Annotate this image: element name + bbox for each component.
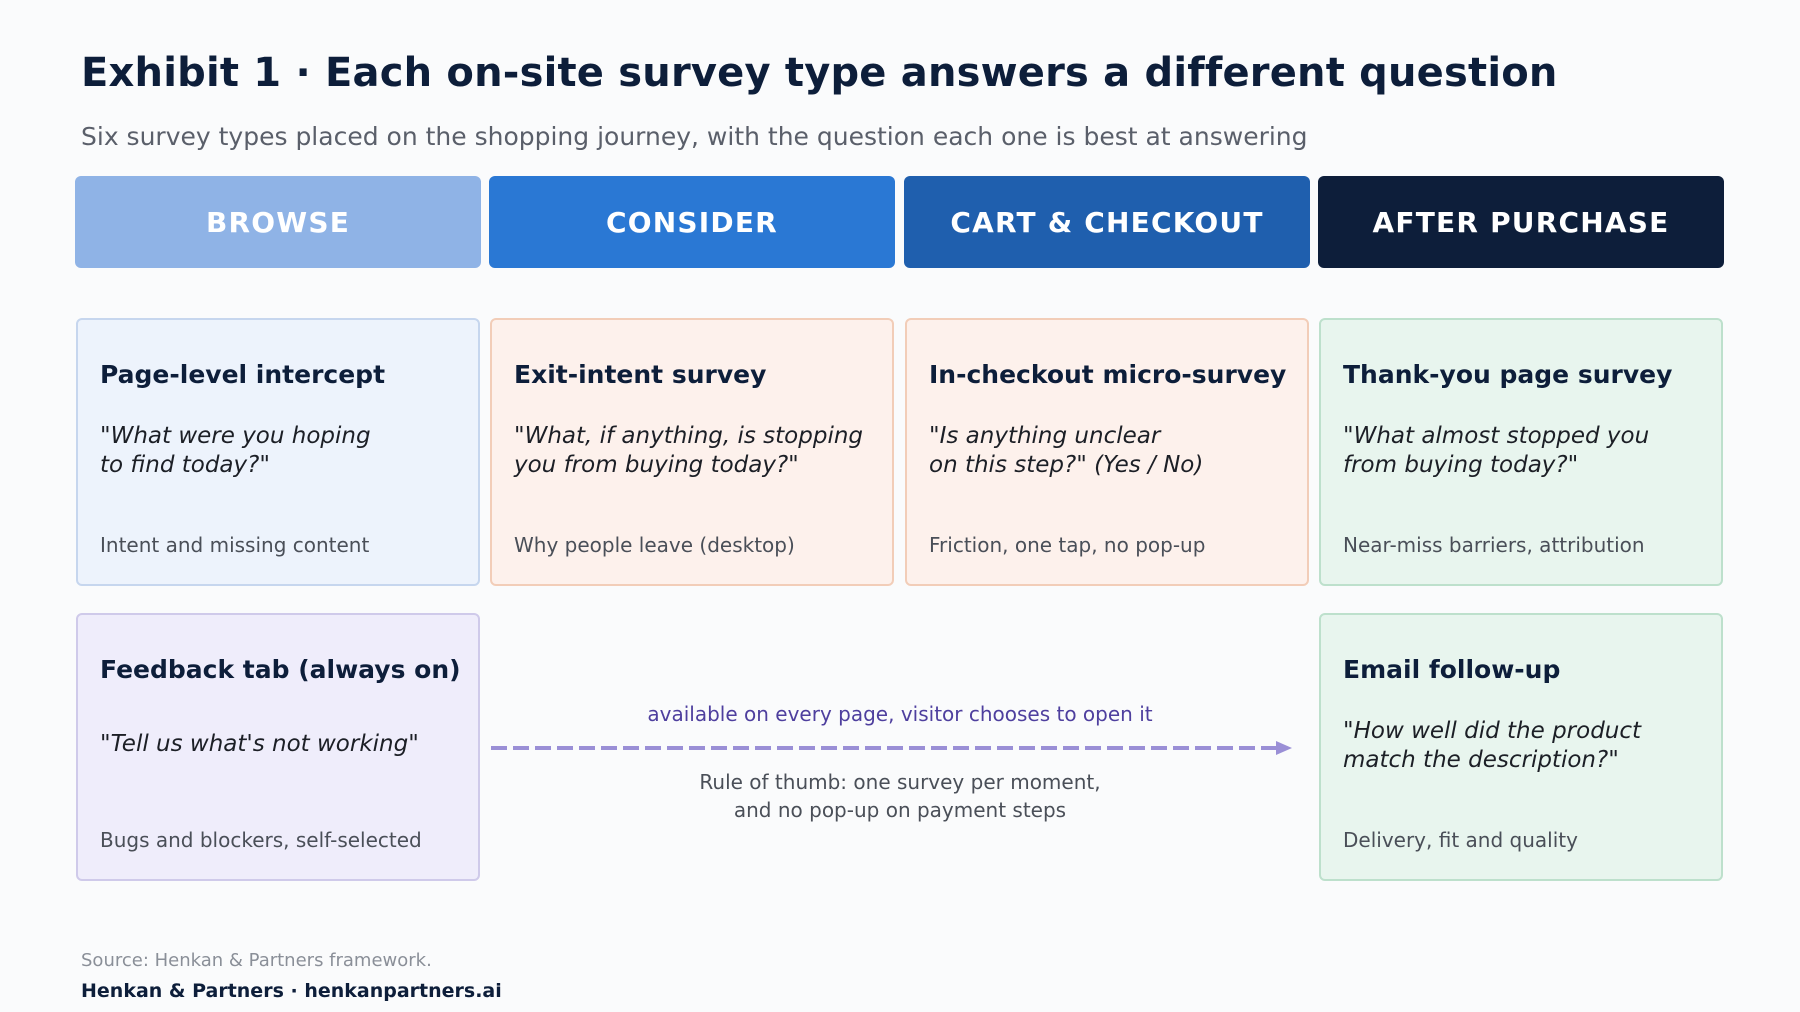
card-quote: "What almost stopped you from buying tod… (1343, 423, 1650, 478)
source-note: Source: Henkan & Partners framework. (81, 950, 432, 971)
card-note: Intent and missing content (100, 533, 370, 557)
card-thank-you-page-survey: Thank-you page survey "What almost stopp… (1319, 318, 1723, 586)
brand-footer: Henkan & Partners · henkanpartners.ai (81, 980, 502, 1002)
card-exit-intent-survey: Exit-intent survey "What, if anything, i… (490, 318, 894, 586)
connector-label: available on every page, visitor chooses… (647, 702, 1153, 726)
rule-of-thumb-note: Rule of thumb: one survey per moment, an… (699, 770, 1101, 822)
card-note: Delivery, fit and quality (1343, 828, 1578, 852)
connector-arrow (491, 741, 1292, 755)
card-title: In-checkout micro-survey (929, 360, 1287, 389)
arrow-head-icon (1276, 741, 1292, 755)
stage-label: CART & CHECKOUT (950, 205, 1264, 239)
card-feedback-tab: Feedback tab (always on) "Tell us what's… (76, 613, 480, 881)
card-quote: "Is anything unclear on this step?" (Yes… (929, 423, 1204, 478)
card-note: Why people leave (desktop) (514, 533, 795, 557)
page-subtitle: Six survey types placed on the shopping … (81, 122, 1308, 151)
card-quote: "Tell us what's not working" (100, 731, 419, 757)
page-title: Exhibit 1 · Each on-site survey type ans… (81, 50, 1558, 96)
card-quote: "What, if anything, is stopping you from… (514, 423, 864, 478)
card-page-level-intercept: Page-level intercept "What were you hopi… (76, 318, 480, 586)
card-title: Thank-you page survey (1343, 360, 1673, 389)
stage-browse: BROWSE (75, 176, 481, 268)
card-title: Page-level intercept (100, 360, 386, 389)
card-email-follow-up: Email follow-up "How well did the produc… (1319, 613, 1723, 881)
stage-cart-checkout: CART & CHECKOUT (904, 176, 1310, 268)
card-note: Bugs and blockers, self-selected (100, 828, 422, 852)
card-title: Feedback tab (always on) (100, 655, 461, 684)
stage-consider: CONSIDER (489, 176, 895, 268)
stage-label: CONSIDER (606, 205, 778, 239)
card-note: Near-miss barriers, attribution (1343, 533, 1645, 557)
card-quote: "What were you hoping to find today?" (100, 423, 371, 478)
stage-label: AFTER PURCHASE (1372, 205, 1670, 239)
card-title: Exit-intent survey (514, 360, 767, 389)
stage-after-purchase: AFTER PURCHASE (1318, 176, 1724, 268)
card-note: Friction, one tap, no pop-up (929, 533, 1206, 557)
card-title: Email follow-up (1343, 655, 1561, 684)
card-in-checkout-micro-survey: In-checkout micro-survey "Is anything un… (905, 318, 1309, 586)
stage-label: BROWSE (205, 205, 351, 239)
card-quote: "How well did the product match the desc… (1343, 718, 1642, 773)
